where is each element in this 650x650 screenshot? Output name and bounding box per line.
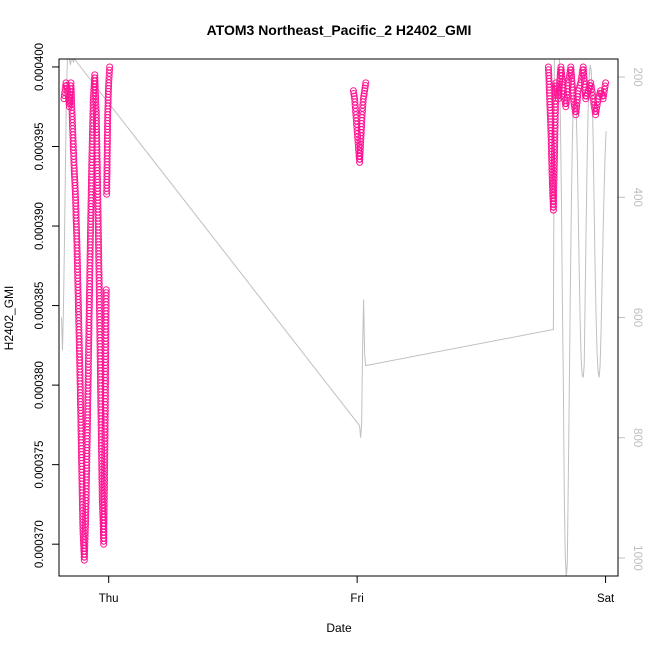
data-point	[361, 84, 369, 92]
data-point	[587, 82, 595, 90]
data-point	[106, 66, 113, 74]
y2-tick-label: 1000	[631, 545, 643, 571]
data-point	[592, 108, 600, 115]
data-point	[361, 87, 369, 95]
secondary-line-path	[61, 57, 607, 577]
data-point	[106, 63, 114, 71]
y-axis-label: H2402_GMI	[2, 286, 16, 351]
y-tick-label: 0.000375	[34, 441, 46, 489]
data-point	[600, 92, 608, 100]
data-point	[359, 95, 367, 103]
data-point	[362, 79, 370, 87]
y-tick-label: 0.000380	[34, 361, 46, 409]
chart-title: ATOM3 Northeast_Pacific_2 H2402_GMI	[207, 22, 472, 38]
data-point	[602, 79, 610, 87]
data-point	[592, 111, 600, 119]
data-point	[599, 95, 607, 103]
data-point	[350, 90, 358, 97]
data-point	[564, 79, 572, 87]
data-point	[102, 286, 110, 294]
x-tick-label: Fri	[350, 593, 363, 605]
data-point	[360, 90, 368, 97]
plot-frame	[58, 58, 619, 577]
y-tick-label: 0.000390	[34, 202, 46, 250]
x-tick-label: Thu	[99, 593, 119, 605]
data-point	[601, 82, 609, 90]
data-point	[588, 85, 596, 93]
data-point	[361, 82, 369, 89]
data-point	[588, 88, 596, 96]
y2-tick-label: 800	[631, 428, 643, 447]
data-point	[577, 79, 585, 87]
data-point	[559, 87, 567, 95]
x-tick-label: Sat	[597, 593, 615, 605]
y-tick-label: 0.000370	[34, 520, 46, 568]
secondary-pressure-line	[61, 57, 607, 577]
data-point	[600, 88, 608, 96]
y-tick-label: 0.000395	[34, 123, 46, 171]
y2-tick-label: 400	[631, 188, 643, 207]
y2-tick-label: 600	[631, 308, 643, 327]
y-tick-label: 0.000400	[34, 43, 46, 91]
data-point	[102, 289, 110, 297]
data-point	[360, 92, 368, 100]
y-tick-label: 0.000385	[34, 282, 46, 330]
x-axis-label: Date	[326, 621, 352, 635]
data-points	[60, 63, 610, 564]
y2-tick-label: 200	[631, 67, 643, 86]
data-point	[349, 87, 357, 95]
